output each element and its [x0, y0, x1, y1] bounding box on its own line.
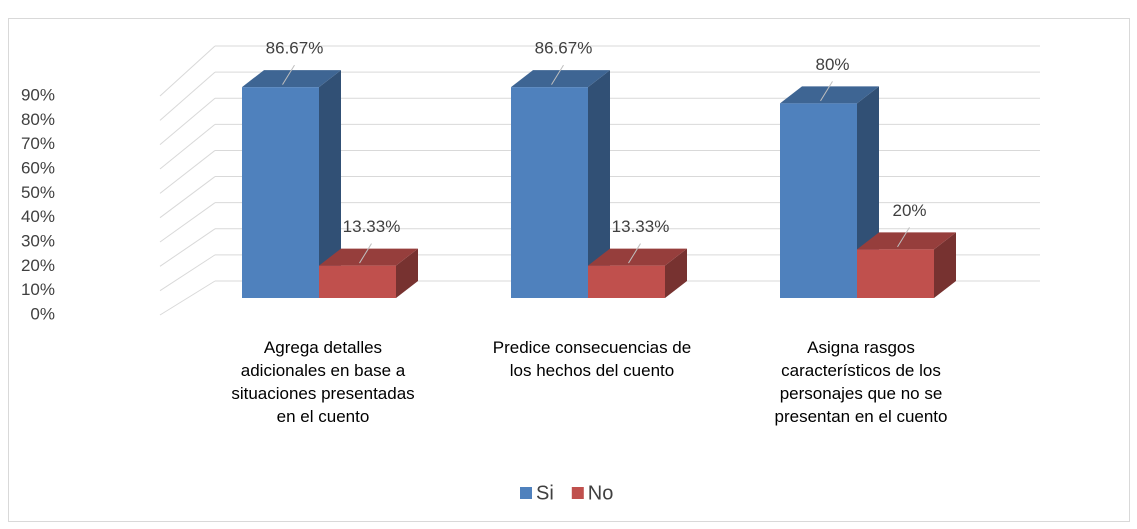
grid-line: [159, 45, 216, 97]
bar-side: [588, 70, 610, 298]
bar: [511, 70, 610, 298]
grid-line: [159, 280, 216, 316]
leader-line: [282, 64, 295, 85]
legend-label: Si: [536, 482, 554, 504]
bar: [857, 232, 956, 298]
bar-side: [396, 248, 418, 298]
bar-top: [588, 248, 687, 266]
grid-line: [159, 150, 216, 194]
legend-swatch: [520, 487, 532, 499]
y-tick-label: 70%: [21, 134, 55, 153]
bar-top: [319, 248, 418, 266]
y-tick-label: 30%: [21, 231, 55, 250]
leader-line: [628, 243, 641, 264]
grid-line: [159, 202, 216, 243]
grid-line: [159, 228, 216, 267]
data-label: 20%: [892, 201, 926, 220]
y-tick-label: 20%: [21, 256, 55, 275]
leader-line: [820, 81, 833, 102]
bar-top: [857, 232, 956, 250]
leader-line: [897, 227, 910, 248]
data-label: 86.67%: [535, 39, 593, 58]
bar-front: [857, 249, 934, 298]
grid-line: [159, 71, 216, 121]
bar: [319, 248, 418, 298]
y-tick-label: 10%: [21, 280, 55, 299]
leader-line: [359, 243, 372, 264]
y-tick-label: 90%: [21, 85, 55, 104]
grid-line: [159, 176, 216, 219]
legend-swatch: [571, 487, 584, 499]
data-label: 86.67%: [266, 39, 324, 58]
x-tick-label: Agrega detalles adicionales en base a si…: [231, 338, 415, 426]
y-tick-label: 60%: [21, 158, 55, 177]
bar-front: [511, 87, 588, 298]
legend-label: No: [588, 482, 614, 504]
bar-side: [319, 70, 341, 298]
grid-line: [159, 123, 216, 170]
y-tick-label: 80%: [21, 110, 55, 129]
y-tick-label: 0%: [30, 304, 55, 323]
bar-front: [780, 103, 857, 298]
x-tick-label: Predice consecuencias de los hechos del …: [492, 338, 692, 380]
data-label: 13.33%: [612, 217, 670, 236]
x-tick-label: Asigna rasgos característicos de los per…: [774, 338, 948, 426]
bar-top: [511, 70, 610, 88]
bar: [588, 248, 687, 298]
grid-line: [159, 254, 216, 292]
bar-top: [242, 70, 341, 88]
leader-line: [551, 64, 564, 85]
data-label: 13.33%: [343, 217, 401, 236]
bar: [242, 70, 341, 298]
y-tick-label: 40%: [21, 207, 55, 226]
y-tick-label: 50%: [21, 183, 55, 202]
bar-front: [242, 87, 319, 298]
bar-top: [780, 86, 879, 104]
bar-front: [588, 265, 665, 298]
bar-side: [665, 248, 687, 298]
bar-side: [934, 232, 956, 298]
data-label: 80%: [815, 55, 849, 74]
bar-front: [319, 265, 396, 298]
grid-line: [159, 97, 216, 146]
